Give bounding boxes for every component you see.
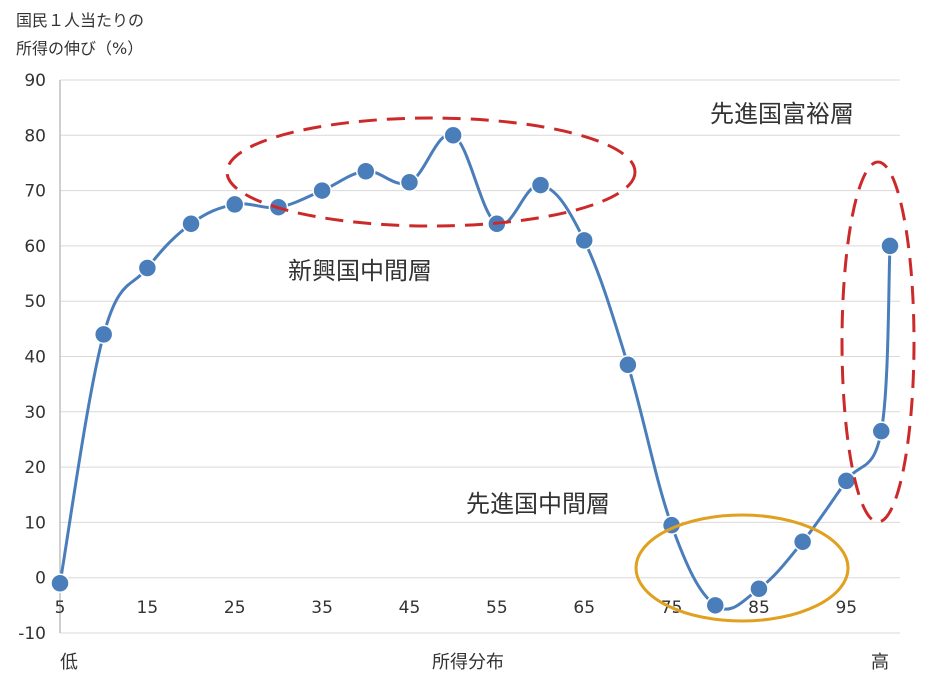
data-point [749, 579, 769, 599]
data-point [399, 172, 420, 193]
x-axis-label: 所得分布 [432, 652, 504, 673]
x-tick-label: 95 [835, 598, 857, 618]
data-point [312, 180, 332, 201]
data-point [181, 214, 201, 234]
data-point [792, 532, 813, 552]
wealthy-ellipse [840, 160, 916, 524]
x-tick-label: 25 [224, 598, 246, 618]
x-tick-label: 85 [748, 598, 770, 618]
data-point [871, 421, 892, 441]
data-point [137, 258, 158, 278]
y-tick-label: 50 [24, 292, 46, 312]
y-axis-label-line2: 所得の伸び（%） [16, 39, 143, 58]
x-axis-high-label: 高 [871, 652, 889, 673]
x-tick-label: 55 [486, 598, 508, 618]
y-tick-label: -10 [18, 624, 46, 644]
annotation-advanced-wealthy: 先進国富裕層 [710, 100, 854, 128]
x-tick-label: 45 [399, 598, 421, 618]
series-1 [50, 125, 900, 616]
data-point [356, 161, 376, 181]
y-tick-label: 20 [24, 458, 46, 478]
advanced-middle-ellipse [634, 513, 850, 623]
data-point [880, 236, 900, 256]
x-tick-label: 65 [573, 598, 595, 618]
y-tick-label: 0 [35, 569, 46, 589]
x-tick-label: 35 [311, 598, 333, 618]
x-tick-labels: 5 15 25 35 45 55 65 75 85 95 [55, 598, 858, 618]
data-point [574, 230, 594, 251]
y-tick-label: 90 [24, 71, 46, 91]
y-tick-labels: -10 0 10 20 30 40 50 60 70 80 90 [18, 71, 46, 644]
y-tick-label: 40 [24, 348, 46, 368]
data-point [705, 595, 726, 616]
annotation-ellipses [225, 116, 916, 623]
y-tick-label: 70 [24, 182, 46, 202]
y-tick-label: 10 [24, 513, 46, 533]
data-point [443, 125, 463, 146]
data-point [224, 194, 245, 215]
grid-lines [60, 79, 900, 634]
annotation-emerging-middle: 新興国中間層 [288, 257, 432, 285]
data-point [93, 324, 114, 345]
y-tick-label: 60 [24, 237, 46, 257]
x-tick-label: 5 [55, 598, 66, 618]
x-axis-low-label: 低 [60, 652, 78, 673]
annotation-advanced-middle: 先進国中間層 [466, 490, 610, 518]
data-point [530, 175, 551, 195]
y-axis-label-line1: 国民１人当たりの [16, 11, 144, 30]
x-tick-label: 15 [137, 598, 159, 618]
series-line [58, 133, 892, 611]
emerging-middle-ellipse [225, 116, 637, 228]
y-tick-label: 30 [24, 403, 46, 423]
y-tick-label: 80 [24, 126, 46, 146]
data-point [836, 471, 857, 491]
data-point [50, 573, 70, 593]
data-point [618, 355, 638, 375]
